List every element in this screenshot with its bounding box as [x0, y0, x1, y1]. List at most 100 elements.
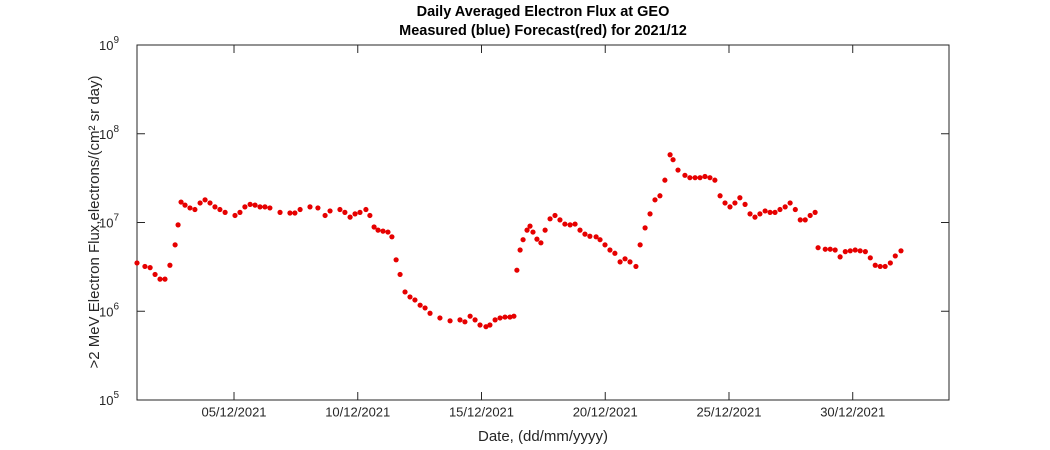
y-tick-base: 10	[99, 393, 113, 408]
data-point	[437, 315, 443, 321]
data-point	[412, 297, 418, 303]
data-point	[380, 228, 386, 234]
data-point	[389, 234, 395, 240]
data-point	[197, 200, 203, 206]
data-point	[612, 250, 618, 256]
data-point	[702, 173, 708, 180]
data-point	[742, 201, 748, 207]
data-point	[887, 260, 893, 266]
data-point	[152, 271, 158, 278]
data-point	[652, 197, 658, 203]
data-point	[782, 204, 788, 210]
data-point	[667, 152, 673, 158]
data-point	[242, 204, 248, 210]
data-point	[842, 249, 848, 255]
data-point	[287, 210, 293, 216]
data-point	[322, 212, 328, 219]
chart-title: Daily Averaged Electron Flux at GEO	[417, 4, 670, 20]
data-point	[587, 233, 593, 239]
data-point	[252, 202, 258, 208]
data-point	[511, 313, 517, 319]
y-tick-label: 105	[99, 390, 119, 409]
data-point	[232, 212, 238, 219]
data-point	[832, 247, 838, 253]
data-point	[457, 317, 463, 323]
data-point	[872, 262, 878, 268]
data-point	[262, 204, 268, 210]
data-point	[507, 314, 513, 320]
data-point	[217, 206, 223, 213]
data-point	[732, 200, 738, 206]
data-point	[397, 271, 403, 278]
data-point	[492, 317, 498, 323]
data-point	[567, 222, 573, 228]
data-point	[757, 211, 763, 217]
data-point	[837, 254, 843, 260]
data-point	[687, 175, 693, 181]
data-point	[487, 322, 493, 328]
data-point	[882, 263, 888, 270]
data-point	[187, 205, 193, 211]
data-point	[447, 318, 453, 324]
data-point	[692, 175, 698, 181]
data-point	[747, 211, 753, 217]
y-tick-label: 107	[99, 212, 119, 231]
data-point	[807, 212, 813, 219]
data-point	[393, 257, 399, 263]
plot-area	[136, 44, 950, 401]
data-point	[877, 263, 883, 270]
data-point	[162, 276, 168, 282]
data-point	[792, 206, 798, 213]
y-tick-base: 10	[99, 38, 113, 53]
x-tick-label: 25/12/2021	[696, 404, 761, 419]
y-tick-base: 10	[99, 127, 113, 142]
data-point	[467, 313, 473, 319]
x-tick-label: 30/12/2021	[820, 404, 885, 419]
data-point	[542, 227, 548, 233]
data-point	[647, 211, 653, 217]
y-tick-label: 109	[99, 35, 119, 54]
data-point	[597, 237, 603, 243]
data-point	[514, 267, 520, 273]
data-point	[207, 200, 213, 206]
data-point	[462, 319, 468, 325]
data-point	[307, 204, 313, 210]
y-tick-base: 10	[99, 216, 113, 231]
data-point	[315, 205, 321, 211]
data-point	[517, 247, 523, 253]
data-point	[182, 202, 188, 208]
data-point	[534, 236, 540, 242]
data-point	[367, 212, 373, 219]
data-point	[852, 247, 858, 253]
data-point	[797, 217, 803, 223]
data-point	[402, 289, 408, 295]
data-point	[502, 314, 508, 320]
data-point	[352, 211, 358, 217]
y-tick-exponent: 7	[113, 212, 119, 223]
data-point	[477, 322, 483, 328]
data-point	[267, 205, 273, 211]
data-point	[682, 172, 688, 178]
data-point	[802, 217, 808, 223]
data-point	[827, 246, 833, 252]
data-point	[192, 206, 198, 213]
data-point	[422, 305, 428, 311]
data-point	[375, 227, 381, 233]
data-point	[337, 206, 343, 213]
data-point	[407, 294, 413, 300]
y-tick-label: 106	[99, 301, 119, 320]
data-point	[347, 214, 353, 220]
data-point	[712, 177, 718, 183]
data-point	[675, 167, 681, 173]
y-tick-exponent: 6	[113, 301, 119, 312]
data-point	[247, 201, 253, 207]
data-point	[342, 209, 348, 215]
data-point	[538, 240, 544, 246]
x-tick-label: 10/12/2021	[325, 404, 390, 419]
data-point	[357, 209, 363, 215]
data-point	[633, 263, 639, 270]
data-point	[727, 204, 733, 210]
y-tick-exponent: 8	[113, 123, 119, 134]
data-point	[898, 248, 904, 254]
